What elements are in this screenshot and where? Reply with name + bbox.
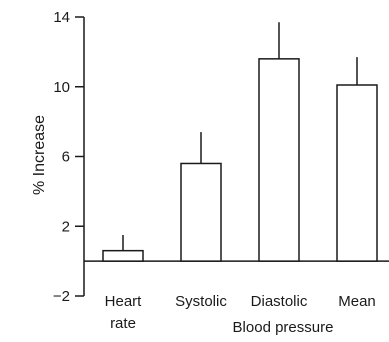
category-label: rate [110, 315, 136, 332]
bar [180, 162, 222, 262]
y-tick-label: 10 [53, 79, 70, 96]
group-label: Blood pressure [233, 319, 334, 336]
bars [102, 22, 378, 262]
y-tick-label: −2 [53, 288, 70, 305]
y-axis-title: % Increase [31, 115, 48, 195]
category-label: Systolic [175, 293, 227, 310]
category-label: Mean [338, 293, 376, 310]
bar [336, 84, 378, 262]
y-tick-label: 14 [53, 9, 70, 26]
y-tick-label: 2 [62, 218, 70, 235]
category-label: Heart [105, 293, 143, 310]
category-label: Diastolic [251, 293, 308, 310]
bar [258, 58, 300, 262]
bar [102, 249, 144, 262]
labels: 14 10 6 2 −2 Heart rate Systolic Diastolic Mean [53, 9, 376, 332]
y-tick-label: 6 [62, 149, 70, 166]
